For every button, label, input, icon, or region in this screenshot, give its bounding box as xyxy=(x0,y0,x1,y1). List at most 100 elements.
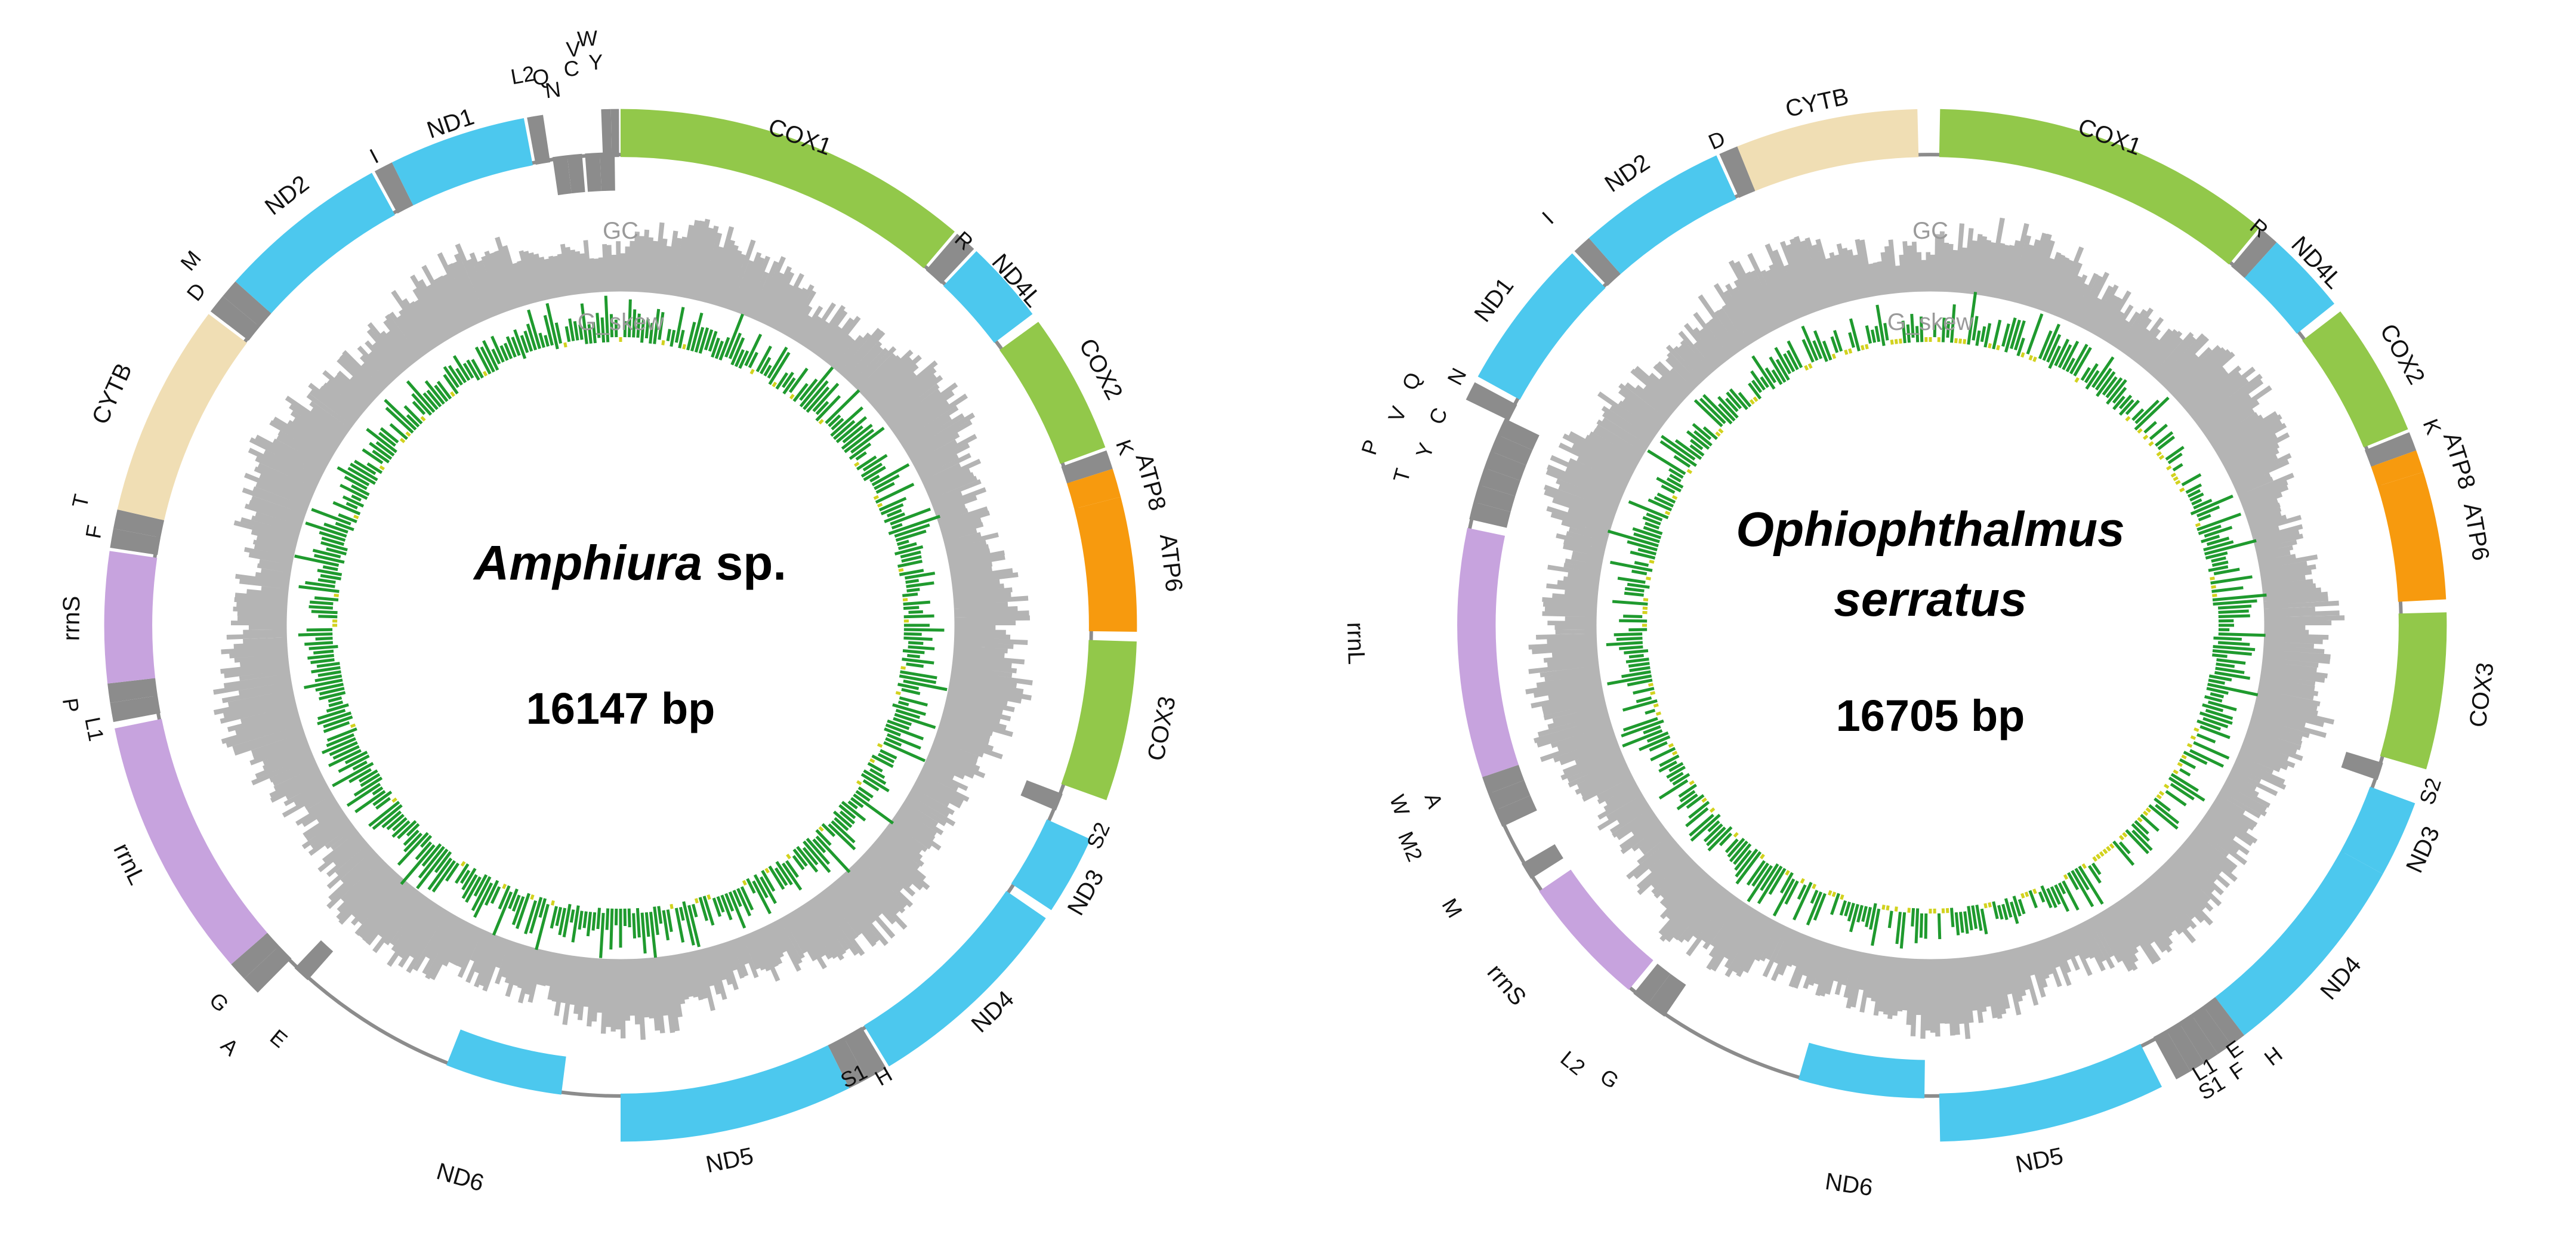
label-nd6: ND6 xyxy=(1824,1168,1875,1201)
gskew-track-label: G_skew xyxy=(578,309,664,335)
feature-atp8 xyxy=(2371,450,2424,486)
feature-i xyxy=(374,162,414,214)
feature-cox3 xyxy=(2380,612,2447,770)
feature-t xyxy=(113,509,165,538)
label-rrns: rrnS xyxy=(1482,959,1531,1011)
label-rrnl: rrnL xyxy=(108,839,150,888)
feature-c xyxy=(1484,451,1526,481)
feature-rrnl xyxy=(1457,527,1519,777)
feature-d xyxy=(1719,146,1756,198)
feature-f xyxy=(110,528,161,555)
gskew-track-label: G_skew xyxy=(1887,309,1974,335)
feature-k xyxy=(1061,450,1113,484)
feature-nd5 xyxy=(621,1045,850,1142)
species-name: Amphiura sp. xyxy=(473,536,786,591)
feature-atp6 xyxy=(2377,471,2447,602)
label-atp6: ATP6 xyxy=(1155,533,1187,593)
species-name-line2: serratus xyxy=(1834,572,2027,626)
feature-k xyxy=(2364,432,2417,467)
feature-atp8 xyxy=(1066,468,1121,509)
feature-i xyxy=(1574,237,1621,286)
feature-rrns xyxy=(104,551,158,684)
label-v: V xyxy=(565,36,581,62)
feature-f xyxy=(2191,1005,2232,1054)
gc-track-label: GC xyxy=(1912,218,1948,244)
label-d: D xyxy=(182,278,211,305)
feature-d xyxy=(210,296,260,341)
ophiophthalmus-circular-map: COX1RND4LCOX2KATP8ATP6COX3S2ND3ND4HEFL1S… xyxy=(1342,84,2499,1202)
feature-h xyxy=(2203,997,2245,1045)
label-a: A xyxy=(216,1033,243,1060)
label-nd3: ND3 xyxy=(2401,822,2445,877)
feature-nd4l xyxy=(943,251,1033,343)
label-k: K xyxy=(2418,415,2447,437)
feature-cytb xyxy=(117,314,247,520)
label-q: Q xyxy=(1397,368,1426,394)
label-nd6: ND6 xyxy=(434,1158,487,1197)
label-atp8: ATP8 xyxy=(1130,450,1171,513)
feature-nd3 xyxy=(2340,786,2415,874)
feature-cytb xyxy=(1737,109,1919,192)
label-y: Y xyxy=(588,50,604,75)
label-m2: M2 xyxy=(1393,828,1427,865)
feature-nd4 xyxy=(863,891,1046,1067)
label-f: F xyxy=(2225,1057,2250,1085)
label-g: G xyxy=(1596,1064,1624,1094)
feature-y xyxy=(610,109,619,158)
label-g: G xyxy=(205,987,234,1016)
label-nd5: ND5 xyxy=(704,1143,755,1178)
label-nd1: ND1 xyxy=(1469,273,1519,326)
feature-g xyxy=(1647,973,1686,1017)
feature-v xyxy=(1490,434,1533,465)
feature-s2 xyxy=(2341,752,2383,780)
genome-length: 16147 bp xyxy=(526,684,715,733)
label-d: D xyxy=(1705,126,1729,155)
feature-g xyxy=(231,933,279,979)
feature-nd3 xyxy=(1011,819,1091,911)
label-rrns: rrnS xyxy=(58,595,85,641)
label-atp6: ATP6 xyxy=(2458,501,2494,563)
feature-nd1 xyxy=(391,118,533,206)
feature-rrns xyxy=(1539,869,1653,990)
feature-l2 xyxy=(527,115,551,165)
label-rrnl: rrnL xyxy=(1342,622,1369,665)
label-p: P xyxy=(1356,437,1384,458)
label-c: C xyxy=(1424,404,1452,428)
feature-q xyxy=(1497,418,1540,450)
species-genus: Amphiura xyxy=(473,536,702,591)
feature-s2 xyxy=(1020,780,1063,811)
label-f: F xyxy=(81,523,107,541)
feature-nd4 xyxy=(2215,851,2383,1036)
label-a: A xyxy=(1420,790,1448,811)
feature-cox3 xyxy=(1061,640,1137,801)
label-cox3: COX3 xyxy=(2464,661,2498,729)
feature-s1 xyxy=(828,1037,867,1088)
label-h: H xyxy=(2260,1042,2287,1070)
feature-n xyxy=(567,153,585,194)
feature-l2 xyxy=(1633,964,1671,1005)
feature-r xyxy=(925,233,974,284)
species-suffix: sp. xyxy=(702,536,786,591)
label-atp8: ATP8 xyxy=(2438,429,2481,492)
label-q: Q xyxy=(530,64,551,91)
label-nd2: ND2 xyxy=(1600,149,1655,197)
feature-nd6 xyxy=(446,1029,566,1095)
feature-v xyxy=(585,152,601,192)
label-k: K xyxy=(1111,436,1139,458)
feature-t xyxy=(1469,502,1511,528)
feature-cox2 xyxy=(2302,311,2408,448)
feature-cox1 xyxy=(621,109,955,268)
feature-nd6 xyxy=(1798,1042,1925,1098)
label-nd5: ND5 xyxy=(2013,1143,2065,1178)
label-w: W xyxy=(576,26,598,51)
label-m: M xyxy=(175,246,206,275)
feature-h xyxy=(843,1027,887,1079)
amphiura-circular-map: COX1RND4LCOX2KATP8ATP6COX3S2ND3ND4HS1ND5… xyxy=(58,26,1187,1197)
label-l2: L2 xyxy=(1556,1046,1590,1080)
feature-s1 xyxy=(2153,1030,2191,1079)
feature-e xyxy=(2179,1014,2218,1063)
feature-cox2 xyxy=(999,322,1106,464)
feature-nd2 xyxy=(1588,155,1736,274)
skew-baseline-circle xyxy=(1647,342,2214,909)
